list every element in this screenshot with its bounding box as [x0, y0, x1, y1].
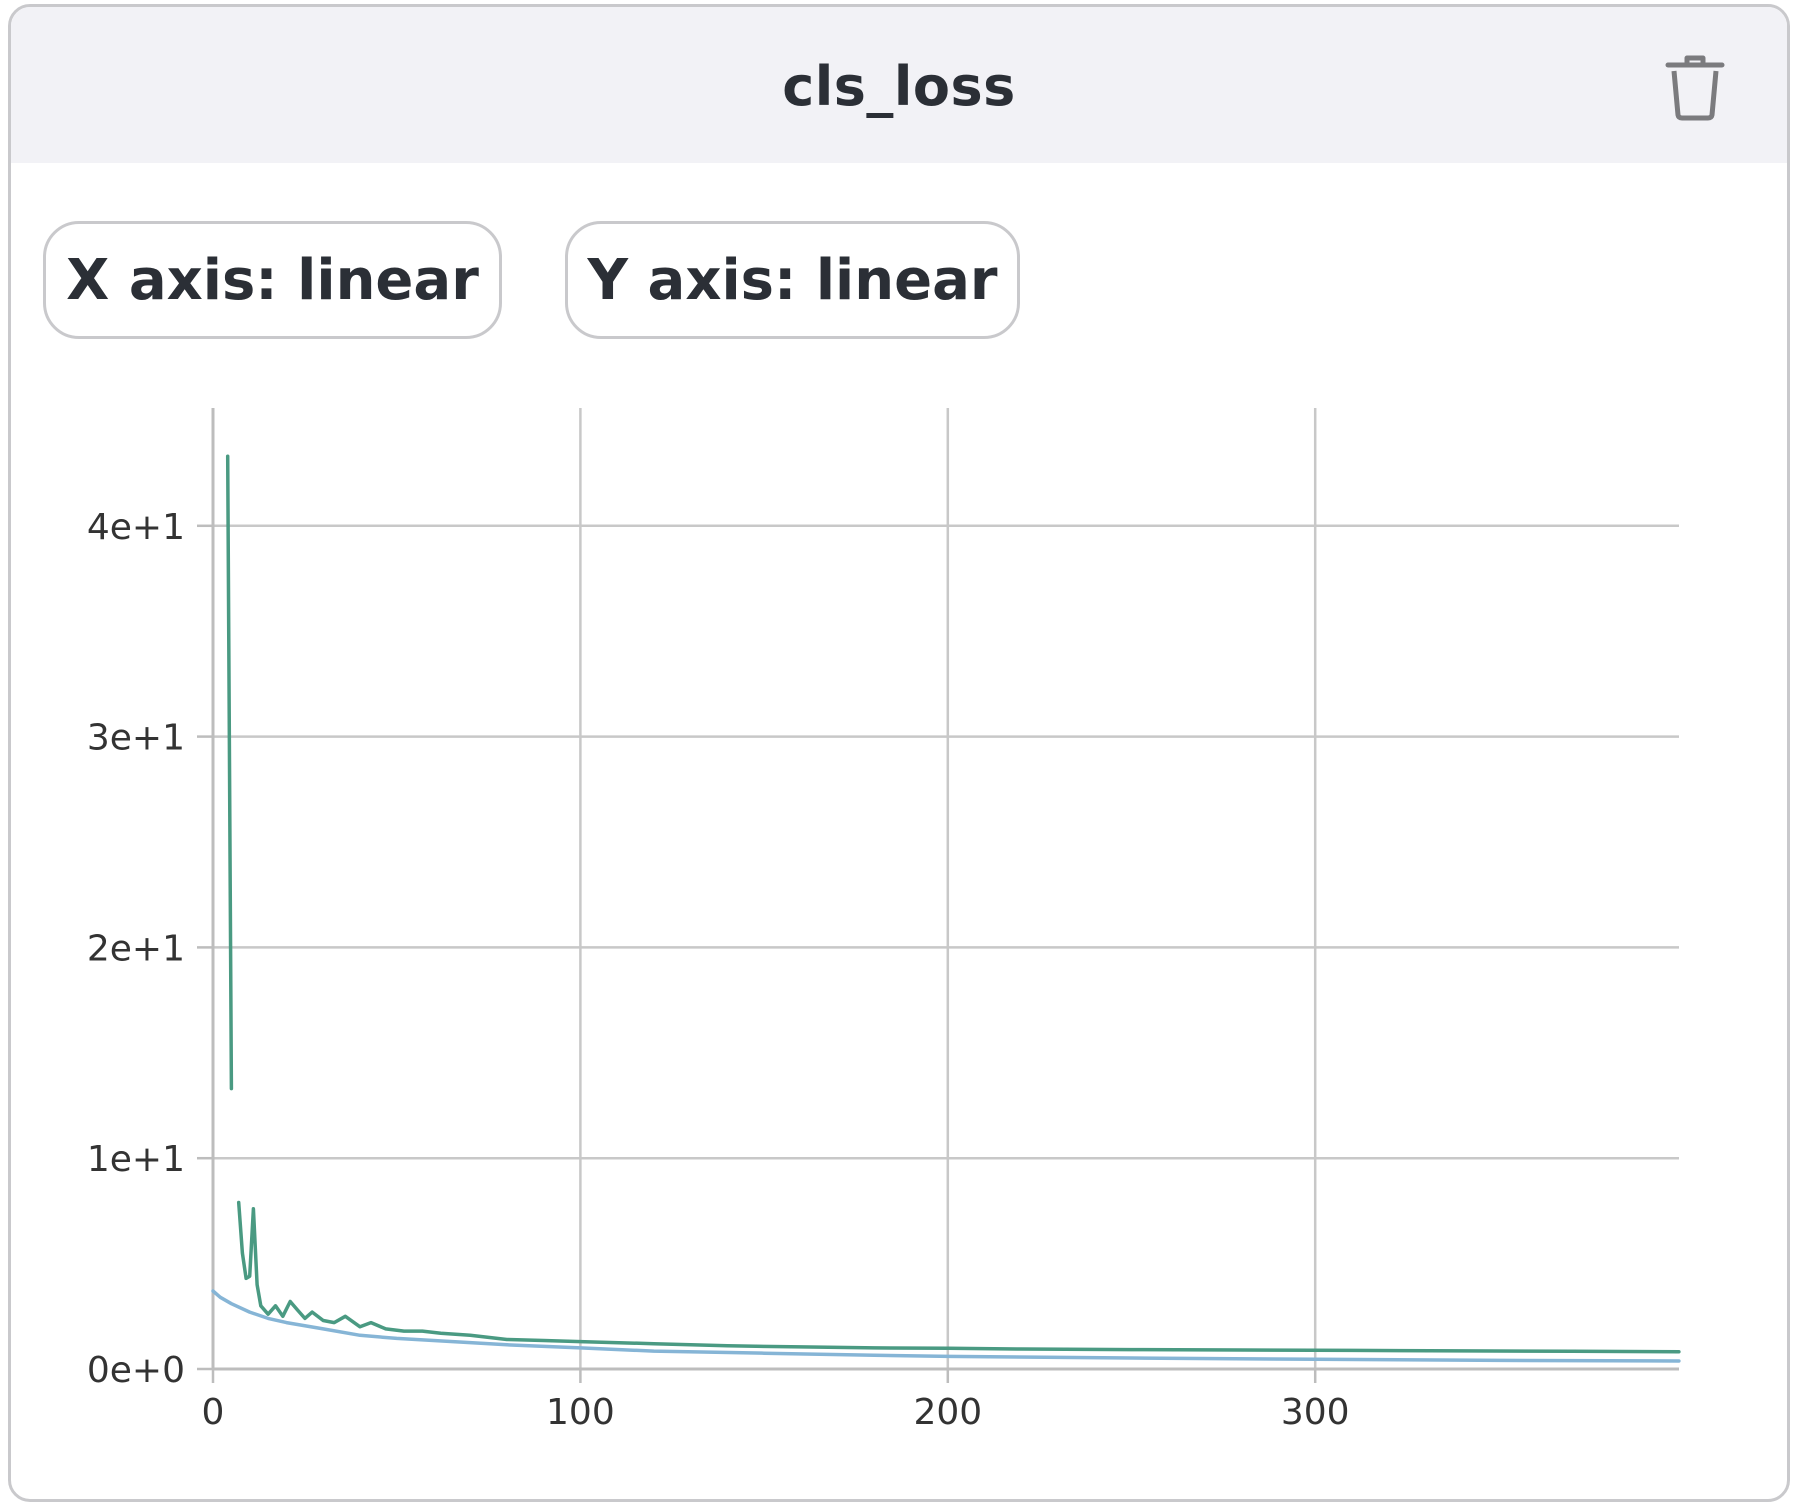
x-tick-label: 200 — [913, 1392, 982, 1433]
y-tick-label: 4e+1 — [87, 507, 185, 548]
x-tick-label: 300 — [1281, 1392, 1350, 1433]
y-tick-label: 0e+0 — [87, 1350, 185, 1391]
y-tick-label: 1e+1 — [87, 1139, 185, 1180]
trash-icon[interactable] — [1665, 55, 1725, 121]
grid-layer — [213, 408, 1679, 1369]
series-line-1 — [236, 1200, 1681, 1354]
series-line-2 — [211, 1289, 1681, 1363]
axis-layer: 0 100 200 300 0e+0 1e+1 2e+1 3e+1 4e+1 — [87, 408, 1679, 1433]
panel-header: cls_loss — [11, 7, 1787, 163]
y-tick-label: 2e+1 — [87, 928, 185, 969]
series-line-1 — [225, 454, 234, 1091]
x-tick-label: 0 — [202, 1392, 225, 1433]
y-axis-scale-button[interactable]: Y axis: linear — [565, 221, 1020, 339]
y-tick-label: 3e+1 — [87, 718, 185, 759]
panel-title: cls_loss — [782, 55, 1016, 118]
x-axis-scale-button[interactable]: X axis: linear — [43, 221, 502, 339]
series-layer — [211, 454, 1681, 1363]
x-tick-label: 100 — [546, 1392, 615, 1433]
